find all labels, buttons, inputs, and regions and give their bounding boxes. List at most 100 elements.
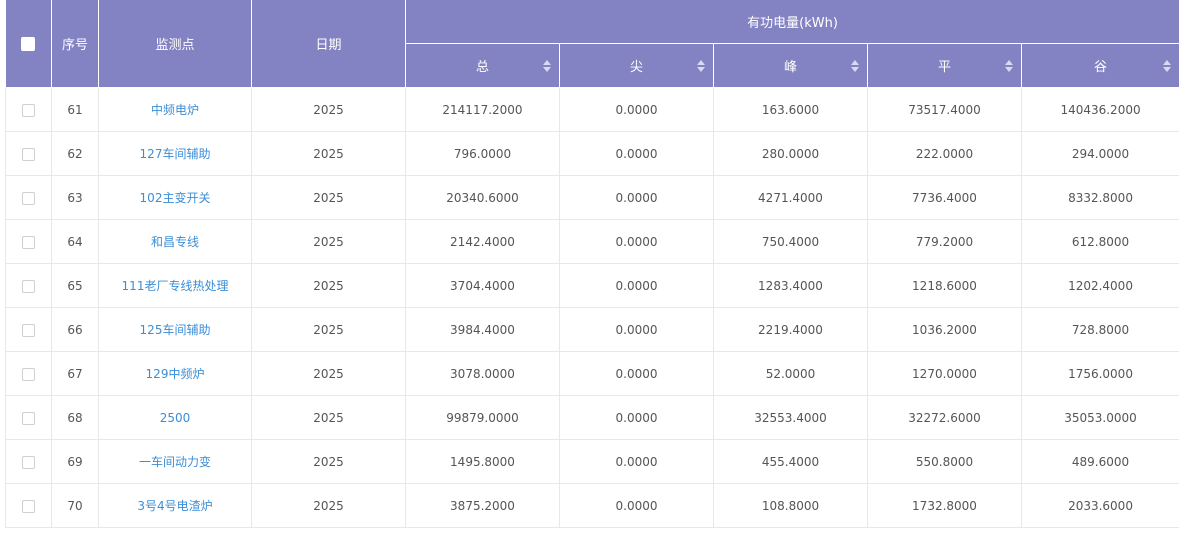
cell-valley: 1756.0000	[1021, 351, 1179, 396]
table-row[interactable]: 63 102主变开关 2025 20340.6000 0.0000 4271.4…	[5, 175, 1179, 220]
cell-sharp: 0.0000	[559, 395, 714, 440]
header-col-flat-label: 平	[937, 60, 951, 75]
row-checkbox[interactable]	[22, 455, 35, 469]
cell-seq: 67	[51, 351, 99, 396]
header-monitor-point: 监测点	[98, 0, 252, 88]
cell-date: 2025	[251, 175, 406, 220]
row-checkbox[interactable]	[22, 279, 35, 293]
row-checkbox[interactable]	[22, 411, 35, 425]
cell-flat: 1218.6000	[867, 263, 1022, 308]
cell-monitor-point-link[interactable]: 和昌专线	[98, 219, 252, 264]
cell-seq: 65	[51, 263, 99, 308]
header-col-valley[interactable]: 谷	[1021, 43, 1179, 88]
row-checkbox[interactable]	[22, 367, 35, 381]
row-checkbox[interactable]	[22, 191, 35, 205]
cell-flat: 1270.0000	[867, 351, 1022, 396]
row-select-cell	[5, 263, 52, 308]
row-select-cell	[5, 439, 52, 484]
header-col-total[interactable]: 总	[405, 43, 560, 88]
cell-sharp: 0.0000	[559, 483, 714, 528]
cell-valley: 294.0000	[1021, 131, 1179, 176]
cell-peak: 1283.4000	[713, 263, 868, 308]
cell-peak: 280.0000	[713, 131, 868, 176]
cell-flat: 1036.2000	[867, 307, 1022, 352]
table-row[interactable]: 67 129中频炉 2025 3078.0000 0.0000 52.0000 …	[5, 351, 1179, 396]
cell-peak: 52.0000	[713, 351, 868, 396]
cell-peak: 108.8000	[713, 483, 868, 528]
header-col-total-label: 总	[475, 60, 489, 75]
cell-monitor-point-link[interactable]: 125车间辅助	[98, 307, 252, 352]
sort-icon[interactable]	[1163, 59, 1172, 72]
table-row[interactable]: 69 一车间动力变 2025 1495.8000 0.0000 455.4000…	[5, 439, 1179, 484]
cell-flat: 7736.4000	[867, 175, 1022, 220]
cell-sharp: 0.0000	[559, 307, 714, 352]
select-all-checkbox[interactable]	[21, 36, 36, 51]
table-row[interactable]: 68 2500 2025 99879.0000 0.0000 32553.400…	[5, 395, 1179, 440]
row-checkbox[interactable]	[22, 235, 35, 249]
header-col-peak[interactable]: 峰	[713, 43, 868, 88]
energy-table: 序号 监测点 日期 有功电量(kWh) 总 尖 峰 平 谷 61 中频电炉 20…	[5, 0, 1179, 528]
cell-monitor-point-link[interactable]: 127车间辅助	[98, 131, 252, 176]
cell-total: 2142.4000	[405, 219, 560, 264]
cell-peak: 2219.4000	[713, 307, 868, 352]
cell-monitor-point-link[interactable]: 111老厂专线热处理	[98, 263, 252, 308]
cell-sharp: 0.0000	[559, 263, 714, 308]
cell-date: 2025	[251, 87, 406, 132]
cell-monitor-point-link[interactable]: 102主变开关	[98, 175, 252, 220]
cell-monitor-point-link[interactable]: 中频电炉	[98, 87, 252, 132]
header-col-valley-label: 谷	[1094, 60, 1108, 75]
row-checkbox[interactable]	[22, 147, 35, 161]
row-select-cell	[5, 219, 52, 264]
row-checkbox[interactable]	[22, 499, 35, 513]
table-row[interactable]: 61 中频电炉 2025 214117.2000 0.0000 163.6000…	[5, 87, 1179, 132]
cell-seq: 64	[51, 219, 99, 264]
cell-valley: 35053.0000	[1021, 395, 1179, 440]
cell-total: 3875.2000	[405, 483, 560, 528]
cell-valley: 140436.2000	[1021, 87, 1179, 132]
row-checkbox[interactable]	[22, 103, 35, 117]
sort-icon[interactable]	[543, 59, 551, 72]
header-col-peak-label: 峰	[783, 60, 797, 75]
cell-total: 20340.6000	[405, 175, 560, 220]
row-select-cell	[5, 131, 52, 176]
cell-flat: 1732.8000	[867, 483, 1022, 528]
cell-flat: 779.2000	[867, 219, 1022, 264]
cell-seq: 63	[51, 175, 99, 220]
table-row[interactable]: 62 127车间辅助 2025 796.0000 0.0000 280.0000…	[5, 131, 1179, 176]
row-select-cell	[5, 483, 52, 528]
table-row[interactable]: 70 3号4号电渣炉 2025 3875.2000 0.0000 108.800…	[5, 483, 1179, 528]
cell-valley: 612.8000	[1021, 219, 1179, 264]
sort-icon[interactable]	[697, 59, 705, 72]
cell-monitor-point-link[interactable]: 2500	[98, 395, 252, 440]
cell-monitor-point-link[interactable]: 3号4号电渣炉	[98, 483, 252, 528]
row-select-cell	[5, 175, 52, 220]
cell-flat: 550.8000	[867, 439, 1022, 484]
cell-monitor-point-link[interactable]: 129中频炉	[98, 351, 252, 396]
cell-total: 99879.0000	[405, 395, 560, 440]
cell-total: 1495.8000	[405, 439, 560, 484]
cell-date: 2025	[251, 263, 406, 308]
cell-sharp: 0.0000	[559, 175, 714, 220]
cell-total: 3704.4000	[405, 263, 560, 308]
sort-icon[interactable]	[851, 59, 859, 72]
cell-valley: 2033.6000	[1021, 483, 1179, 528]
cell-peak: 750.4000	[713, 219, 868, 264]
cell-valley: 1202.4000	[1021, 263, 1179, 308]
cell-valley: 8332.8000	[1021, 175, 1179, 220]
table-row[interactable]: 66 125车间辅助 2025 3984.4000 0.0000 2219.40…	[5, 307, 1179, 352]
cell-sharp: 0.0000	[559, 219, 714, 264]
cell-peak: 455.4000	[713, 439, 868, 484]
cell-seq: 69	[51, 439, 99, 484]
header-col-sharp[interactable]: 尖	[559, 43, 714, 88]
cell-seq: 62	[51, 131, 99, 176]
table-row[interactable]: 64 和昌专线 2025 2142.4000 0.0000 750.4000 7…	[5, 219, 1179, 264]
header-col-flat[interactable]: 平	[867, 43, 1022, 88]
cell-valley: 728.8000	[1021, 307, 1179, 352]
row-checkbox[interactable]	[22, 323, 35, 337]
row-select-cell	[5, 307, 52, 352]
sort-icon[interactable]	[1005, 59, 1013, 72]
cell-monitor-point-link[interactable]: 一车间动力变	[98, 439, 252, 484]
cell-seq: 66	[51, 307, 99, 352]
cell-date: 2025	[251, 439, 406, 484]
table-row[interactable]: 65 111老厂专线热处理 2025 3704.4000 0.0000 1283…	[5, 263, 1179, 308]
